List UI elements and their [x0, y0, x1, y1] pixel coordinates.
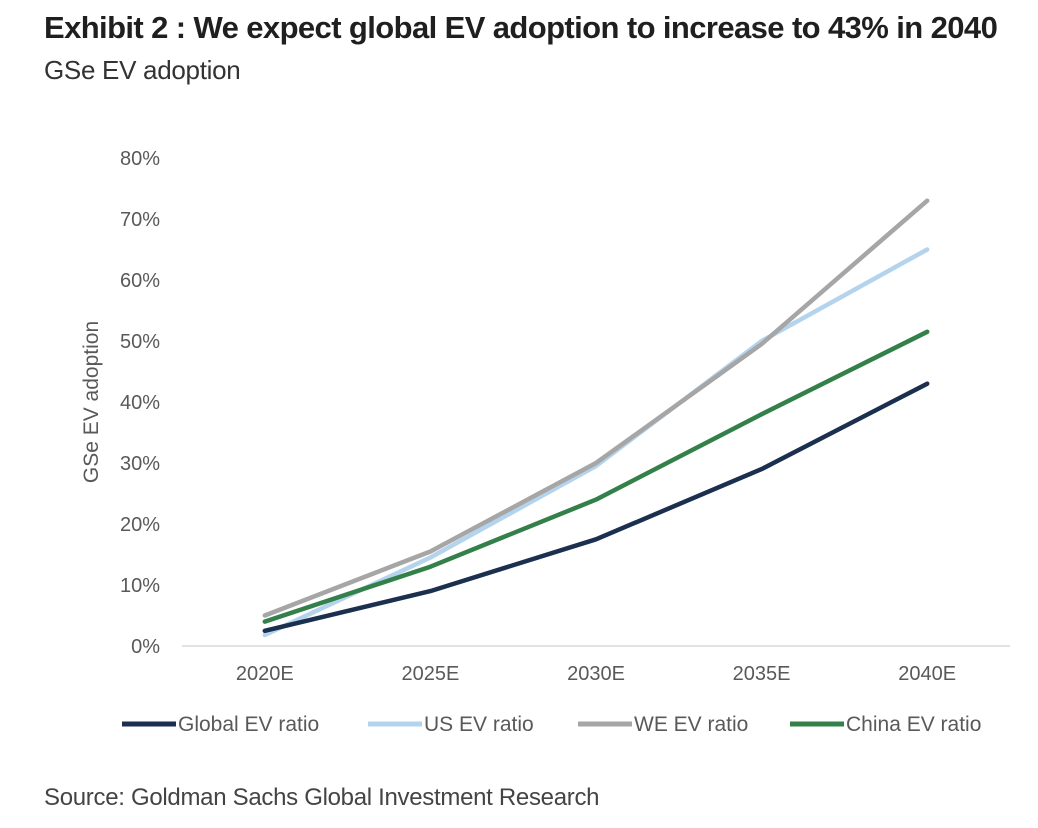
x-tick-label: 2025E	[401, 663, 459, 685]
x-tick-label: 2035E	[733, 663, 791, 685]
y-tick-label: 30%	[120, 453, 160, 475]
x-axis-ticks: 2020E 2025E 2030E 2035E 2040E	[236, 663, 956, 685]
y-tick-label: 0%	[131, 636, 160, 658]
x-tick-label: 2030E	[567, 663, 625, 685]
legend-label: China EV ratio	[846, 713, 981, 736]
x-tick-label: 2020E	[236, 663, 294, 685]
line-chart: 0% 10% 20% 30% 40% 50% 60% 70% 80% 2020E 2025E 203…	[80, 148, 1010, 736]
legend: Global EV ratio US EV ratio WE EV ratio Chi…	[122, 713, 981, 736]
y-tick-label: 80%	[120, 148, 160, 170]
y-tick-label: 20%	[120, 514, 160, 536]
y-tick-label: 50%	[120, 331, 160, 353]
series-lines	[262, 198, 930, 638]
series-line-china-ev-ratio	[262, 329, 930, 624]
y-tick-label: 60%	[120, 270, 160, 292]
y-tick-label: 70%	[120, 209, 160, 231]
y-tick-label: 10%	[120, 575, 160, 597]
y-axis-ticks: 0% 10% 20% 30% 40% 50% 60% 70% 80%	[120, 148, 160, 658]
x-tick-label: 2040E	[898, 663, 956, 685]
legend-label: US EV ratio	[424, 713, 534, 736]
chart-subtitle: GSe EV adoption	[44, 55, 241, 85]
series-line-we-ev-ratio	[262, 198, 930, 618]
y-tick-label: 40%	[120, 392, 160, 414]
chart-title: Exhibit 2 : We expect global EV adoption…	[44, 10, 998, 45]
legend-label: Global EV ratio	[178, 713, 319, 736]
series-line-global-ev-ratio	[262, 381, 930, 634]
y-axis-label: GSe EV adoption	[80, 321, 103, 483]
legend-label: WE EV ratio	[634, 713, 748, 736]
source-note: Source: Goldman Sachs Global Investment …	[44, 784, 600, 811]
